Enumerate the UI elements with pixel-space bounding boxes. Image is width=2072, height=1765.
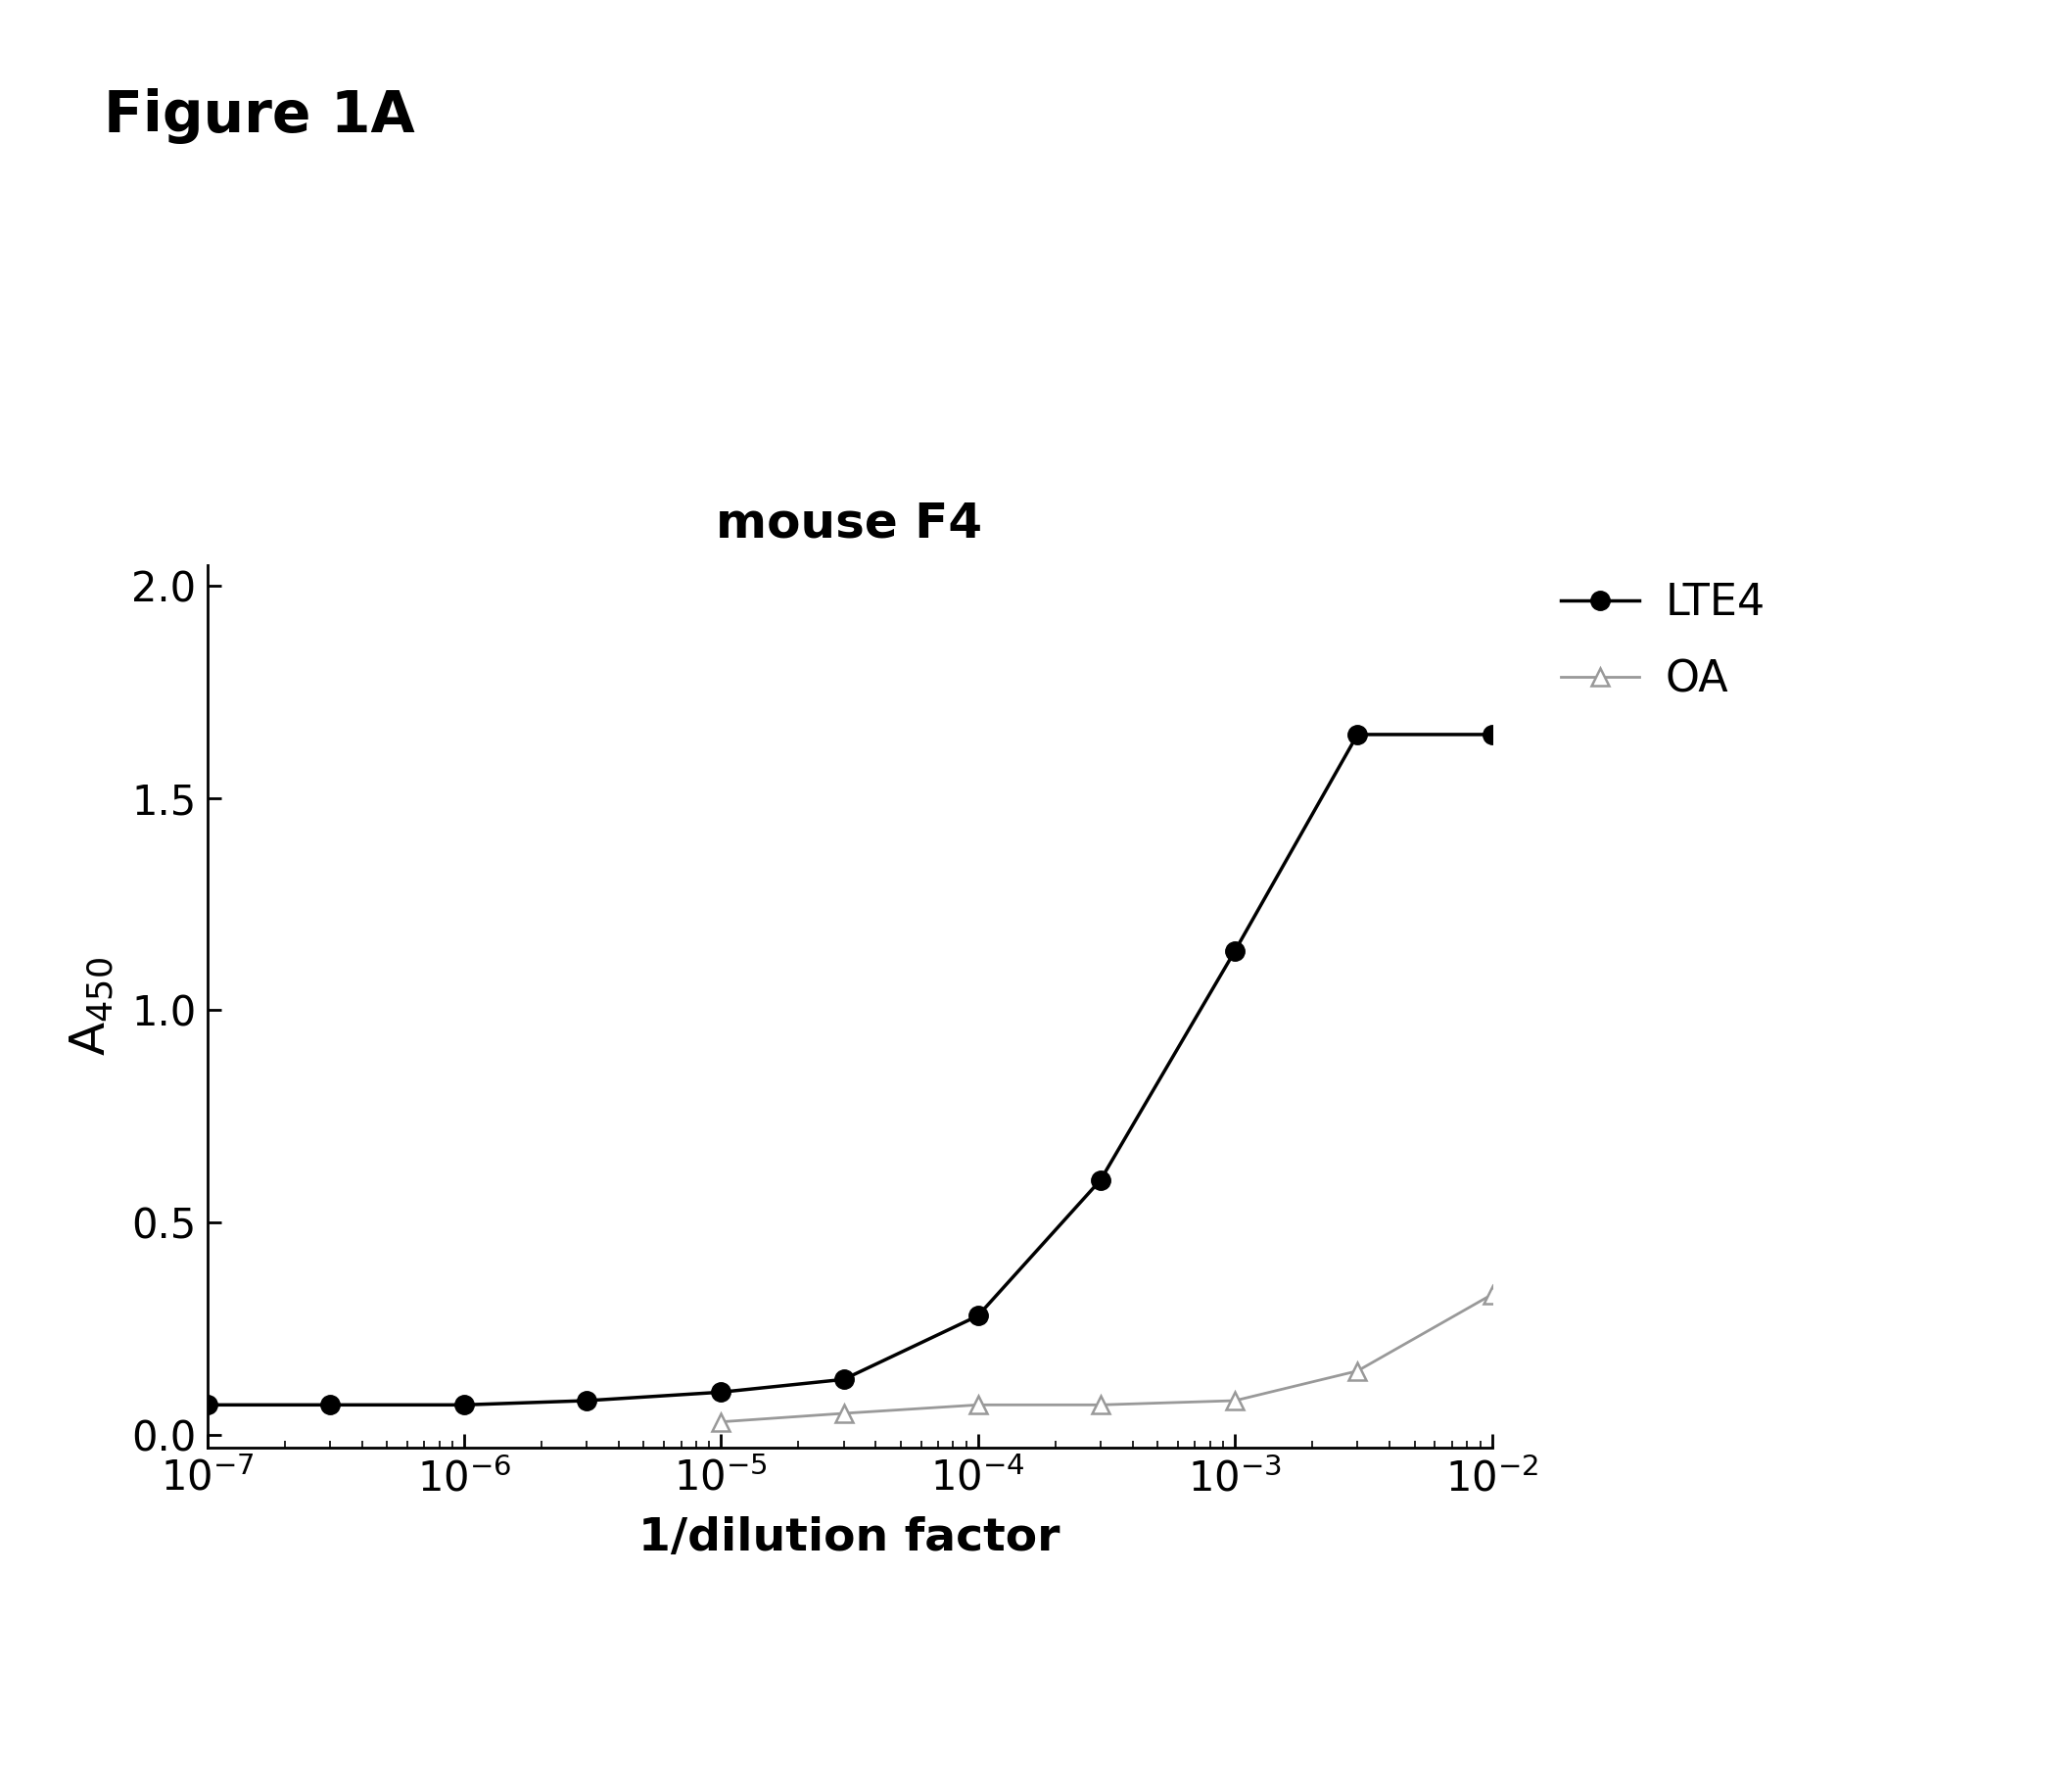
Text: Figure 1A: Figure 1A [104, 88, 414, 145]
OA [1479, 1283, 1504, 1304]
OA [1222, 1391, 1247, 1412]
Legend: LTE4, OA: LTE4, OA [1544, 565, 1782, 718]
OA [831, 1403, 856, 1424]
OA [1345, 1361, 1370, 1382]
LTE4 [195, 1394, 220, 1416]
LTE4 [1222, 941, 1247, 962]
LTE4 [1088, 1170, 1113, 1191]
Line: OA: OA [713, 1285, 1500, 1431]
LTE4 [317, 1394, 342, 1416]
LTE4 [452, 1394, 477, 1416]
LTE4 [966, 1304, 990, 1326]
OA [1088, 1394, 1113, 1416]
OA [966, 1394, 990, 1416]
LTE4 [1345, 724, 1370, 745]
LTE4 [1479, 724, 1504, 745]
Title: mouse F4: mouse F4 [717, 499, 982, 547]
LTE4 [709, 1382, 733, 1403]
LTE4 [574, 1391, 599, 1412]
Line: LTE4: LTE4 [197, 725, 1502, 1414]
LTE4 [831, 1370, 856, 1391]
Y-axis label: $\mathregular{A_{450}}$: $\mathregular{A_{450}}$ [68, 957, 116, 1055]
OA [709, 1412, 733, 1433]
X-axis label: 1/dilution factor: 1/dilution factor [638, 1516, 1061, 1560]
